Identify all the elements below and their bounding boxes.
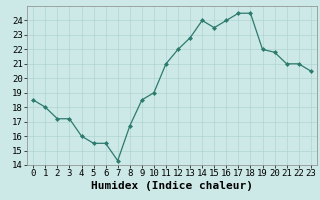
X-axis label: Humidex (Indice chaleur): Humidex (Indice chaleur) — [91, 181, 253, 191]
